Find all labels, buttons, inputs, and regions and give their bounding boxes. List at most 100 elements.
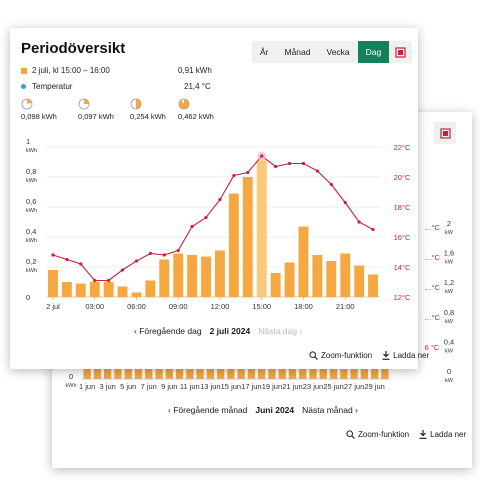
temperature-point-00:00 [51, 253, 55, 257]
zoom-icon [309, 351, 318, 360]
monthly-right-tick-label: 1,2 [444, 278, 454, 287]
y-right-tick-label: 16°C [394, 233, 411, 242]
monthly-bar [206, 367, 214, 379]
monthly-bar [227, 367, 235, 379]
monthly-x-tick-label: 13 jun [200, 382, 220, 391]
tab-year[interactable]: År [260, 47, 269, 57]
energy-legend-swatch [21, 67, 27, 74]
current-date: 2 juli 2024 [209, 326, 251, 336]
previous-month-link[interactable]: ‹ Föregående månad [168, 405, 248, 415]
y-left-tick-label: 0,2 kWh [26, 257, 37, 274]
bar-13:00 [228, 193, 239, 297]
x-tick-label: 2 jul [46, 302, 60, 311]
bar-08:00 [159, 259, 170, 297]
monthly-right-tick-unit: kW [445, 230, 454, 236]
monthly-x-tick-label: 21 jun [282, 382, 302, 391]
bar-05:00 [117, 286, 128, 297]
monthly-bar [319, 367, 327, 379]
bar-11:00 [201, 256, 211, 297]
monthly-bar [360, 367, 368, 379]
tab-week[interactable]: Vecka [326, 47, 350, 57]
pie-slice [84, 99, 89, 104]
y-right-tick-label: 20°C [394, 173, 411, 182]
bar-10:00 [187, 255, 198, 297]
download-icon [419, 430, 427, 439]
bar-07:00 [145, 280, 156, 297]
monthly-right-tick-label: 0,4 [444, 337, 454, 346]
monthly-bar [155, 367, 163, 379]
monthly-bar [371, 367, 379, 379]
monthly-left-unit-label: kWh [66, 383, 77, 389]
previous-day-link[interactable]: ‹ Föregående dag [134, 326, 202, 336]
chart-settings-tab[interactable] [389, 41, 412, 63]
energy-legend-row: 2 juli, kl 15:00 – 16:00 0,91 kWh [21, 66, 401, 75]
x-tick-label: 06:00 [127, 302, 146, 311]
x-tick-label: 15:00 [252, 302, 271, 311]
pie-value-3: 0,254 kWh [130, 112, 166, 121]
x-tick-label: 03:00 [85, 302, 104, 311]
next-month-link[interactable]: Nästa månad › [302, 405, 358, 415]
temperature-point-23:00 [371, 227, 375, 232]
monthly-x-tick-label: 27 jun [344, 382, 364, 391]
bar-16:00 [270, 273, 281, 297]
bar-21:00 [340, 253, 351, 297]
bar-02:00 [75, 283, 86, 297]
next-day-link[interactable]: Nästa dag › [258, 326, 303, 336]
monthly-x-tick-label: 29 jun [364, 382, 384, 391]
pie-value-2: 0,097 kWh [78, 112, 114, 121]
page-title: Periodöversikt [21, 40, 126, 57]
bar-20:00 [326, 261, 337, 297]
monthly-x-tick-label: 9 jun [161, 382, 177, 391]
energy-legend-label: 2 juli, kl 15:00 – 16:00 [32, 66, 110, 75]
zoom-label: Zoom-funktion [321, 351, 373, 360]
temperature-point-12:00 [218, 197, 222, 202]
x-tick-label: 09:00 [169, 302, 188, 311]
energy-legend-value: 0,91 kWh [178, 66, 212, 75]
pie-value-1: 0,098 kWh [21, 112, 57, 121]
download-chart-icon-tab[interactable] [434, 122, 456, 144]
zoom-function-button[interactable]: Zoom-funktion [346, 430, 409, 439]
monthly-right-tick-unit: kW [445, 289, 454, 295]
monthly-left-tick-label: …°C [424, 313, 440, 322]
monthly-x-tick-label: 5 jun [120, 382, 136, 391]
monthly-bar [114, 367, 122, 379]
pie-summary-3: 0,254 kWh [130, 98, 166, 121]
bar-06:00 [131, 292, 142, 297]
monthly-x-tick-label: 19 jun [262, 382, 282, 391]
temperature-point-15:00 [260, 154, 264, 158]
bar-15:00 [256, 160, 267, 297]
zoom-label: Zoom-funktion [358, 430, 410, 439]
tab-day[interactable]: Dag [357, 41, 390, 63]
temperature-point-18:00 [301, 161, 306, 166]
pie-value-4: 0,462 kWh [178, 112, 214, 121]
monthly-right-tick-label: 0 [447, 367, 451, 376]
monthly-x-tick-label: 7 jun [141, 382, 157, 391]
temperature-point-09:00 [176, 248, 180, 253]
monthly-left-tick-label: …°C [424, 253, 440, 262]
monthly-right-tick-unit: kW [445, 348, 454, 354]
zoom-function-button[interactable]: Zoom-funktion [309, 351, 372, 360]
temperature-line [52, 155, 374, 282]
monthly-bar [340, 367, 348, 379]
y-left-tick-label: 0,4 kWh [26, 227, 37, 244]
monthly-x-tick-label: 25 jun [323, 382, 343, 391]
bar-03:00 [89, 282, 100, 297]
y-left-tick-label: 0 [26, 293, 30, 302]
temperature-legend-label: Temperatur [32, 82, 73, 91]
monthly-bar [268, 367, 276, 379]
temperature-point-06:00 [134, 259, 139, 263]
temperature-legend-dot [21, 84, 26, 89]
monthly-right-tick-label: 2 [447, 219, 451, 228]
monthly-bar [258, 367, 266, 379]
download-button[interactable]: Ladda ner [382, 351, 429, 360]
monthly-bar [278, 367, 286, 379]
tab-month[interactable]: Månad [284, 47, 311, 57]
monthly-bar [93, 367, 102, 379]
monthly-bar [237, 367, 245, 379]
pie-chart-icon [21, 98, 33, 110]
pie-summary-1: 0,098 kWh [21, 98, 57, 121]
temperature-point-14:00 [246, 170, 250, 175]
download-button[interactable]: Ladda ner [419, 430, 466, 439]
daily-consumption-chart[interactable]: 2 jul 03:00 06:00 09:00 12:00 15:00 18:00 21:00… [10, 133, 418, 333]
temperature-point-05:00 [120, 268, 125, 272]
